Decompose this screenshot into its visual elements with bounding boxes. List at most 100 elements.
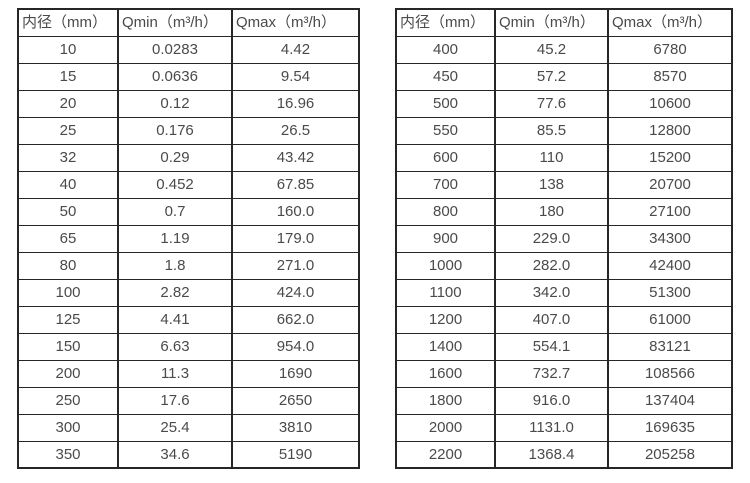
- table-cell: 1600: [395, 359, 496, 388]
- table-cell: 180: [494, 197, 609, 226]
- table-cell: 271.0: [231, 251, 360, 280]
- table-cell: 916.0: [494, 386, 609, 415]
- table-cell: 900: [395, 224, 496, 253]
- table-cell: 65: [17, 224, 119, 253]
- table-cell: 150: [17, 332, 119, 361]
- flow-range-table-small-diameters: 内径（mm） Qmin（m³/h） Qmax（m³/h） 10 0.0283 4.4…: [17, 8, 360, 469]
- table-cell: 1000: [395, 251, 496, 280]
- table-cell: 205258: [607, 440, 733, 469]
- table-cell: 0.29: [117, 143, 233, 172]
- table-cell: 160.0: [231, 197, 360, 226]
- table-cell: 83121: [607, 332, 733, 361]
- table-cell: 85.5: [494, 116, 609, 145]
- table-cell: 200: [17, 359, 119, 388]
- table-header-row: 内径（mm） Qmin（m³/h） Qmax（m³/h）: [17, 8, 360, 37]
- table-cell: 954.0: [231, 332, 360, 361]
- table-row: 1600 732.7 108566: [395, 359, 733, 388]
- table-cell: 77.6: [494, 89, 609, 118]
- table-row: 1800 916.0 137404: [395, 386, 733, 415]
- table-cell: 5190: [231, 440, 360, 469]
- column-header-qmin: Qmin（m³/h）: [117, 8, 233, 37]
- table-cell: 2200: [395, 440, 496, 469]
- table-cell: 407.0: [494, 305, 609, 334]
- table-cell: 6.63: [117, 332, 233, 361]
- table-row: 600 110 15200: [395, 143, 733, 172]
- table-cell: 45.2: [494, 35, 609, 64]
- table-row: 1100 342.0 51300: [395, 278, 733, 307]
- column-header-inner-diameter: 内径（mm）: [17, 8, 119, 37]
- table-row: 125 4.41 662.0: [17, 305, 360, 334]
- table-row: 65 1.19 179.0: [17, 224, 360, 253]
- table-row: 1400 554.1 83121: [395, 332, 733, 361]
- table-cell: 80: [17, 251, 119, 280]
- table-cell: 1400: [395, 332, 496, 361]
- table-cell: 100: [17, 278, 119, 307]
- table-cell: 10600: [607, 89, 733, 118]
- table-row: 32 0.29 43.42: [17, 143, 360, 172]
- table-row: 500 77.6 10600: [395, 89, 733, 118]
- flow-range-table-large-diameters: 内径（mm） Qmin（m³/h） Qmax（m³/h） 400 45.2 6780…: [395, 8, 733, 469]
- table-row: 300 25.4 3810: [17, 413, 360, 442]
- table-cell: 250: [17, 386, 119, 415]
- table-row: 450 57.2 8570: [395, 62, 733, 91]
- table-row: 800 180 27100: [395, 197, 733, 226]
- table-cell: 26.5: [231, 116, 360, 145]
- table-header-row: 内径（mm） Qmin（m³/h） Qmax（m³/h）: [395, 8, 733, 37]
- table-row: 350 34.6 5190: [17, 440, 360, 469]
- table-row: 150 6.63 954.0: [17, 332, 360, 361]
- table-cell: 27100: [607, 197, 733, 226]
- table-cell: 0.7: [117, 197, 233, 226]
- table-cell: 500: [395, 89, 496, 118]
- table-cell: 67.85: [231, 170, 360, 199]
- table-cell: 15200: [607, 143, 733, 172]
- table-cell: 800: [395, 197, 496, 226]
- table-cell: 2000: [395, 413, 496, 442]
- table-cell: 125: [17, 305, 119, 334]
- table-cell: 1131.0: [494, 413, 609, 442]
- table-cell: 57.2: [494, 62, 609, 91]
- table-cell: 600: [395, 143, 496, 172]
- table-cell: 1800: [395, 386, 496, 415]
- table-row: 200 11.3 1690: [17, 359, 360, 388]
- table-row: 25 0.176 26.5: [17, 116, 360, 145]
- table-cell: 61000: [607, 305, 733, 334]
- table-cell: 282.0: [494, 251, 609, 280]
- table-cell: 11.3: [117, 359, 233, 388]
- table-cell: 169635: [607, 413, 733, 442]
- table-row: 2000 1131.0 169635: [395, 413, 733, 442]
- table-row: 700 138 20700: [395, 170, 733, 199]
- table-cell: 16.96: [231, 89, 360, 118]
- column-header-inner-diameter: 内径（mm）: [395, 8, 496, 37]
- table-cell: 4.41: [117, 305, 233, 334]
- column-header-qmin: Qmin（m³/h）: [494, 8, 609, 37]
- table-cell: 662.0: [231, 305, 360, 334]
- table-cell: 50: [17, 197, 119, 226]
- table-cell: 8570: [607, 62, 733, 91]
- column-header-qmax: Qmax（m³/h）: [607, 8, 733, 37]
- table-cell: 34.6: [117, 440, 233, 469]
- table-cell: 0.176: [117, 116, 233, 145]
- table-cell: 32: [17, 143, 119, 172]
- table-cell: 0.12: [117, 89, 233, 118]
- table-cell: 550: [395, 116, 496, 145]
- table-cell: 0.452: [117, 170, 233, 199]
- table-cell: 17.6: [117, 386, 233, 415]
- table-row: 80 1.8 271.0: [17, 251, 360, 280]
- table-row: 40 0.452 67.85: [17, 170, 360, 199]
- table-cell: 400: [395, 35, 496, 64]
- table-cell: 424.0: [231, 278, 360, 307]
- table-row: 20 0.12 16.96: [17, 89, 360, 118]
- table-cell: 350: [17, 440, 119, 469]
- table-cell: 42400: [607, 251, 733, 280]
- table-row: 550 85.5 12800: [395, 116, 733, 145]
- table-cell: 15: [17, 62, 119, 91]
- table-cell: 3810: [231, 413, 360, 442]
- table-cell: 138: [494, 170, 609, 199]
- table-cell: 51300: [607, 278, 733, 307]
- table-row: 50 0.7 160.0: [17, 197, 360, 226]
- table-cell: 2650: [231, 386, 360, 415]
- table-row: 100 2.82 424.0: [17, 278, 360, 307]
- table-row: 900 229.0 34300: [395, 224, 733, 253]
- table-cell: 229.0: [494, 224, 609, 253]
- table-cell: 4.42: [231, 35, 360, 64]
